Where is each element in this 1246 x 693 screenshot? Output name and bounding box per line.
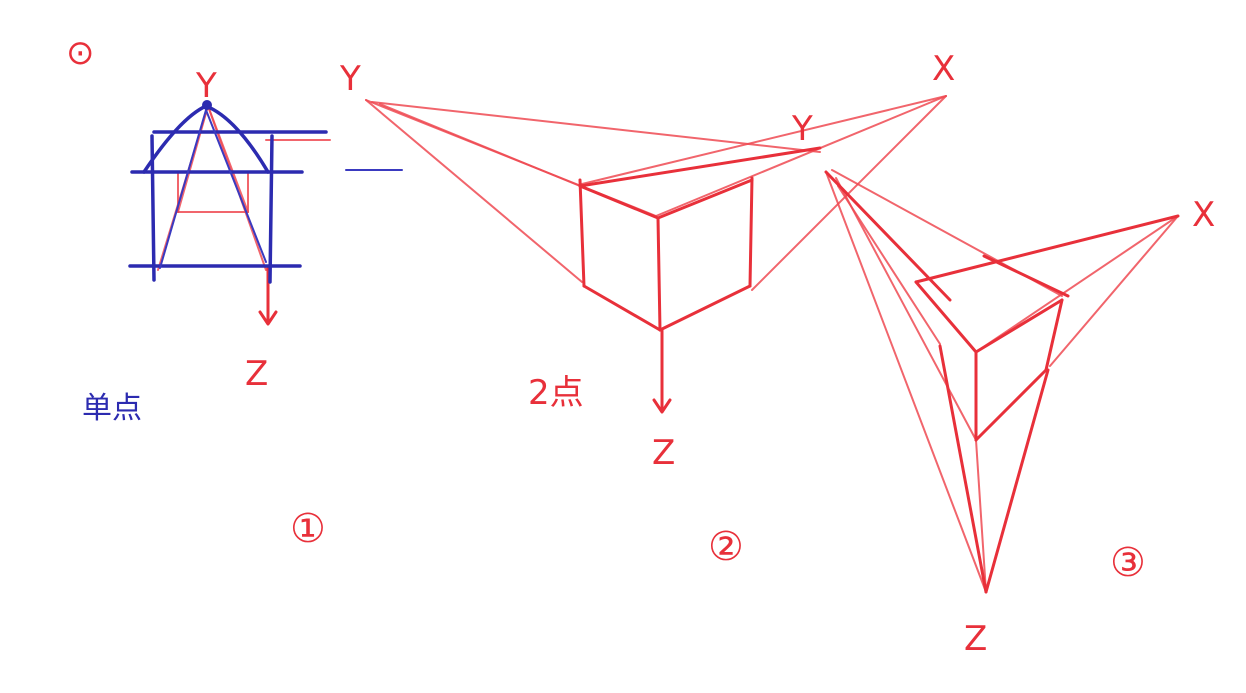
panel-1-number: ①: [290, 506, 326, 552]
panel-2-label-x: X: [932, 49, 955, 89]
panel-1-box: [128, 100, 403, 284]
panel-1-label-y: Y: [195, 66, 217, 106]
panel-3-construction-lines: [825, 169, 1179, 593]
panel-2-label-y: Y: [339, 59, 361, 99]
panel-3-label-y: Y: [791, 109, 813, 149]
panel-3-label-z: Z: [964, 619, 987, 659]
panel-2-number: ②: [708, 524, 744, 570]
panel-1-one-point: ⊙ Y Z 单点 ①: [66, 33, 403, 552]
panel-2-two-point: Y X Z 2点 ②: [339, 49, 955, 570]
panel-1-vanishing-point: [202, 100, 212, 110]
panel-2-label-z: Z: [652, 433, 675, 473]
panel-1-label-z: Z: [245, 354, 268, 394]
panel-3-label-x: X: [1192, 195, 1215, 235]
panel-1-corner-mark: ⊙: [66, 33, 95, 73]
panel-3-three-point: Y X Z ③: [791, 109, 1215, 659]
panel-1-caption: 单点: [82, 391, 142, 426]
panel-2-box: [578, 146, 822, 414]
panel-2-construction-lines: [365, 95, 947, 291]
panel-3-box: [824, 170, 1180, 594]
panel-3-number: ③: [1110, 540, 1146, 586]
panel-2-caption: 2点: [528, 373, 584, 413]
